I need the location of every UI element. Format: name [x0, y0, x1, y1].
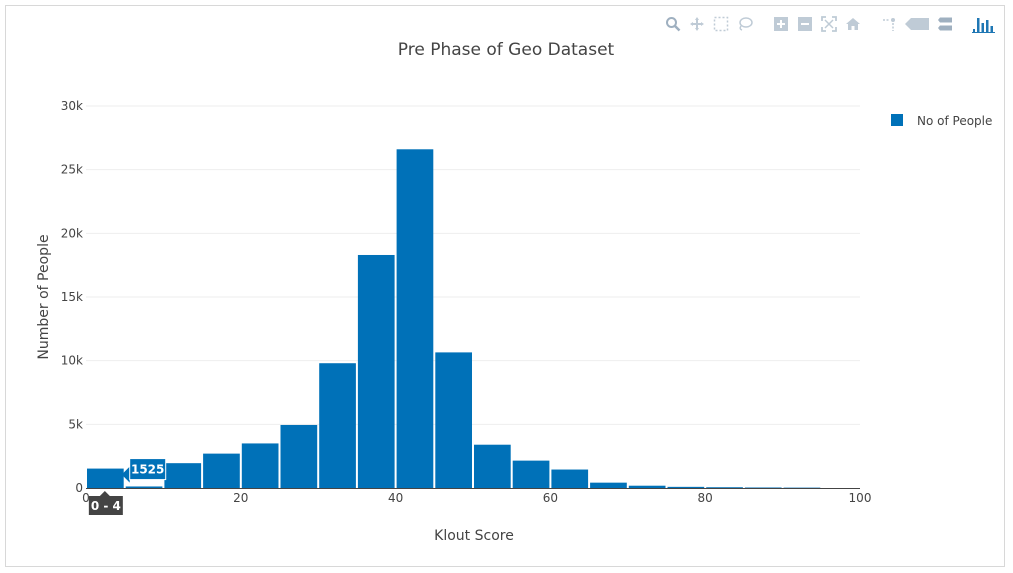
histogram-bar[interactable] [435, 352, 472, 488]
histogram-bar[interactable] [396, 149, 434, 488]
lasso-select-icon[interactable] [736, 15, 754, 33]
y-tick-labels: 0 5k 10k 15k 20k 25k 30k [61, 99, 83, 495]
y-tick-label: 5k [68, 417, 83, 431]
x-tick-labels: 0 20 40 60 80 100 [82, 491, 871, 505]
modebar [664, 13, 996, 35]
spike-lines-icon[interactable] [880, 15, 898, 33]
hover-closest-icon[interactable] [904, 15, 930, 33]
tooltip-pointer [121, 466, 130, 483]
zoom-in-icon[interactable] [772, 15, 790, 33]
histogram-bar[interactable] [319, 363, 356, 488]
reset-axes-icon[interactable] [844, 15, 862, 33]
autoscale-icon[interactable] [820, 15, 838, 33]
histogram-bar[interactable] [512, 460, 550, 488]
tooltip-box [129, 458, 167, 481]
histogram-bar[interactable] [667, 486, 705, 488]
hover-tooltip: 1525 0 - 4 [88, 458, 167, 515]
histogram-bar[interactable] [744, 487, 782, 488]
x-tick-label: 40 [388, 491, 403, 505]
histogram-bar[interactable] [590, 482, 627, 488]
box-select-icon[interactable] [712, 15, 730, 33]
y-axis-title: Number of People [36, 234, 52, 359]
x-tick-label: 20 [233, 491, 248, 505]
y-tick-label: 0 [75, 481, 83, 495]
histogram-bar[interactable] [125, 486, 163, 488]
histogram-bar[interactable] [87, 468, 124, 488]
legend-label[interactable]: No of People [917, 114, 992, 128]
chart-title: Pre Phase of Geo Dataset [398, 40, 615, 60]
histogram-bar[interactable] [628, 485, 666, 488]
bars [87, 149, 821, 488]
legend-swatch[interactable] [891, 114, 903, 126]
x-tick-label: 60 [543, 491, 558, 505]
x-tick-label: 0 [82, 491, 90, 505]
y-tick-label: 10k [61, 354, 83, 368]
x-hover-box [88, 496, 123, 515]
histogram-bar[interactable] [203, 453, 240, 488]
histogram-bar[interactable] [474, 444, 511, 488]
zoom-out-icon[interactable] [796, 15, 814, 33]
tooltip-value: 1525 [131, 463, 164, 477]
histogram-bar[interactable] [164, 463, 202, 488]
pan-icon[interactable] [688, 15, 706, 33]
x-hover-label: 0 - 4 [91, 499, 121, 513]
y-tick-label: 15k [61, 290, 83, 304]
x-hover-pointer [99, 491, 110, 496]
legend: No of People [891, 114, 992, 128]
plotly-logo-icon[interactable] [972, 15, 996, 33]
grid-lines [86, 105, 860, 425]
histogram-bar[interactable] [706, 487, 743, 488]
histogram-bar[interactable] [357, 254, 395, 488]
hover-compare-icon[interactable] [936, 15, 954, 33]
x-tick-label: 100 [849, 491, 872, 505]
x-tick-label: 80 [698, 491, 713, 505]
y-tick-label: 30k [61, 99, 83, 113]
histogram-bar[interactable] [551, 469, 589, 488]
x-axis-title: Klout Score [434, 528, 514, 544]
zoom-icon[interactable] [664, 15, 682, 33]
histogram-bar[interactable] [280, 424, 318, 488]
y-tick-label: 20k [61, 226, 83, 240]
y-tick-label: 25k [61, 163, 83, 177]
histogram-bar[interactable] [241, 443, 279, 488]
